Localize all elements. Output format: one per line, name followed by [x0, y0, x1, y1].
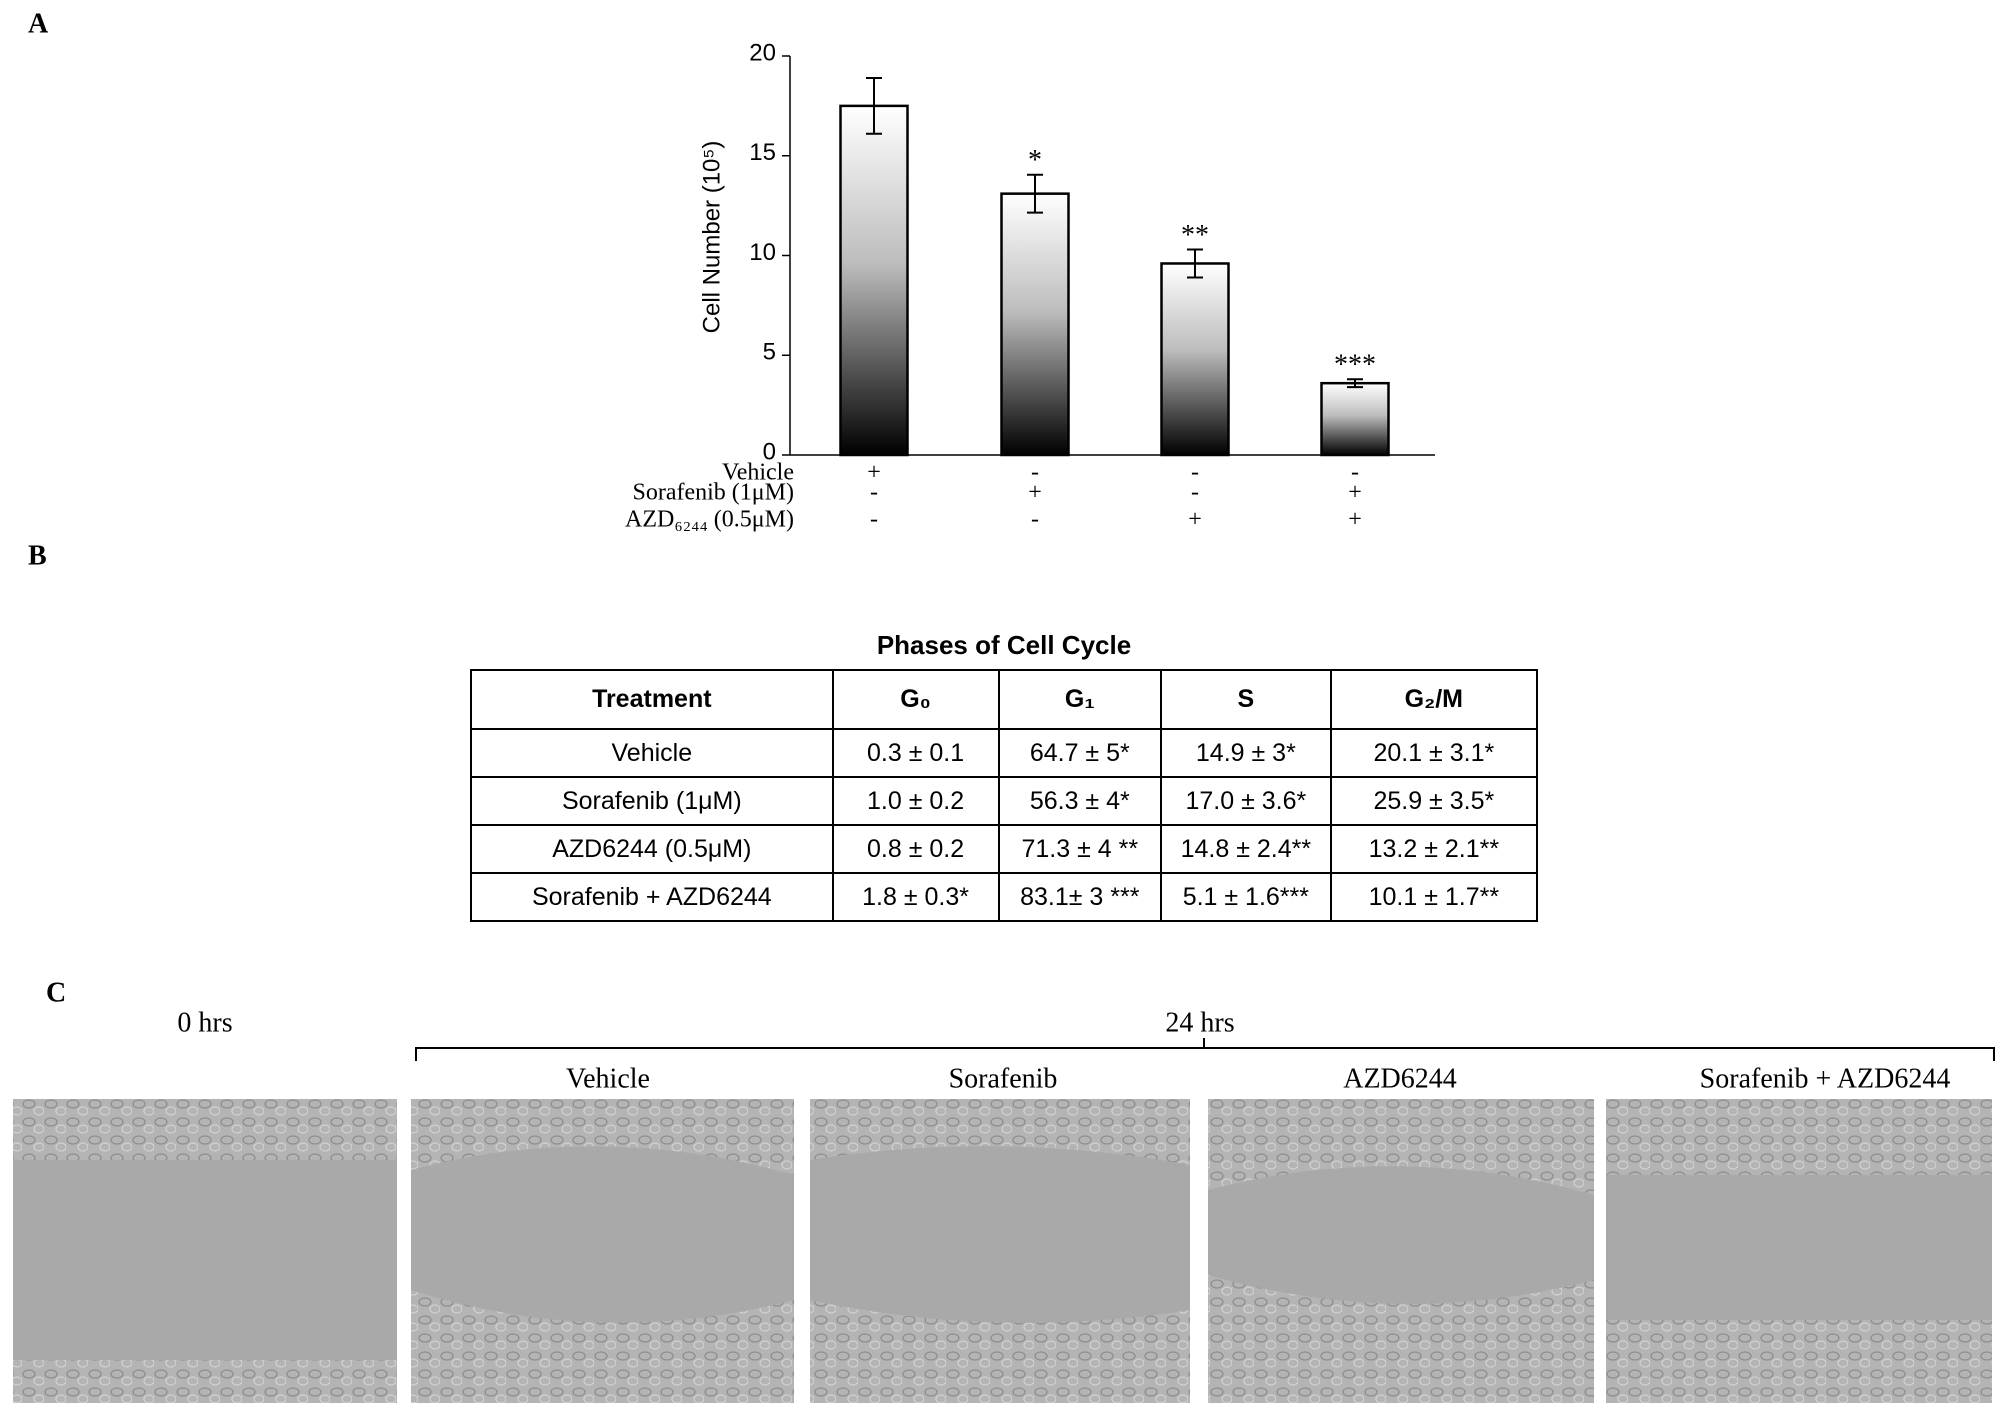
- treatment-sign: -: [1351, 460, 1359, 486]
- table-cell: 83.1± 3 ***: [997, 872, 1163, 922]
- treatment-sign: -: [1031, 507, 1039, 533]
- table-cell: 1.0 ± 0.2: [831, 776, 1000, 826]
- table-cell: 14.8 ± 2.4**: [1160, 824, 1332, 874]
- error-bar: [1027, 173, 1043, 214]
- error-bar: [1347, 378, 1363, 389]
- table-cell: S: [1160, 669, 1332, 730]
- table-row: Sorafenib (1μM) 1.0 ± 0.2 56.3 ± 4* 17.0 ± …: [470, 776, 1539, 826]
- table-row: AZD6244 (0.5μM) 0.8 ± 0.2 71.3 ± 4 ** 14.8 …: [470, 824, 1539, 874]
- panel-letter: A: [28, 8, 49, 39]
- table-cell: G₂/M: [1329, 669, 1539, 730]
- y-axis-label: Cell Number (10⁵): [698, 141, 725, 334]
- table-cell: AZD6244 (0.5μM): [470, 824, 834, 874]
- y-tick-label: 5: [763, 339, 776, 366]
- table-row: Treatment G₀ G₁ S G₂/M: [470, 669, 1539, 730]
- bar: [1320, 381, 1390, 457]
- table-row: Vehicle 0.3 ± 0.1 64.7 ± 5* 14.9 ± 3* 20.1 ±…: [470, 728, 1539, 778]
- treatment-sign: -: [1191, 480, 1199, 506]
- micrograph: [1208, 1099, 1594, 1403]
- cell-cycle-table: Treatment G₀ G₁ S G₂/M Vehicle 0.3 ± 0.1 64.7 ±…: [470, 669, 1539, 922]
- y-tick-label: 10: [749, 239, 776, 266]
- table-cell: Sorafenib (1μM): [470, 776, 834, 826]
- treatment-sign: -: [870, 480, 878, 506]
- table-cell: 71.3 ± 4 **: [997, 824, 1163, 874]
- table-cell: 64.7 ± 5*: [997, 728, 1163, 778]
- table-cell: 5.1 ± 1.6***: [1160, 872, 1332, 922]
- treatment-sign: +: [1348, 507, 1362, 533]
- y-tick-label: 15: [749, 139, 776, 166]
- bar: [1160, 262, 1230, 457]
- table-cell: 0.3 ± 0.1: [831, 728, 1000, 778]
- condition-label: Vehicle: [566, 1063, 650, 1094]
- treatment-label: AZD₆₂₄₄ (0.5μM): [625, 507, 794, 533]
- condition-label: AZD6244: [1343, 1063, 1457, 1094]
- treatment-sign: -: [1191, 460, 1199, 486]
- micrograph: [810, 1099, 1190, 1403]
- treatment-sign: +: [1188, 507, 1202, 533]
- significance: **: [1181, 220, 1209, 251]
- treatment-sign: -: [1031, 460, 1039, 486]
- time-label: 0 hrs: [177, 1007, 232, 1038]
- treatment-sign: -: [870, 507, 878, 533]
- table-cell: 14.9 ± 3*: [1160, 728, 1332, 778]
- table-cell: 25.9 ± 3.5*: [1329, 776, 1539, 826]
- table-cell: 56.3 ± 4*: [997, 776, 1163, 826]
- table-cell: G₀: [831, 669, 1000, 730]
- significance: *: [1028, 145, 1042, 176]
- panel-letter: B: [28, 540, 47, 571]
- condition-label: Sorafenib: [949, 1063, 1058, 1094]
- table-cell: 0.8 ± 0.2: [831, 824, 1000, 874]
- significance: ***: [1334, 350, 1376, 381]
- table-cell: 10.1 ± 1.7**: [1329, 872, 1539, 922]
- table-cell: Vehicle: [470, 728, 834, 778]
- treatment-sign: +: [867, 460, 881, 486]
- treatment-label: Sorafenib (1μM): [633, 480, 795, 506]
- table-title: Phases of Cell Cycle: [877, 630, 1131, 660]
- table-cell: 1.8 ± 0.3*: [831, 872, 1000, 922]
- error-bar: [1187, 248, 1203, 279]
- table-cell: Sorafenib + AZD6244: [470, 872, 834, 922]
- micrographs: [13, 1099, 1992, 1403]
- table-row: Sorafenib + AZD6244 1.8 ± 0.3* 83.1± 3 ***…: [470, 872, 1539, 922]
- table-cell: Treatment: [470, 669, 834, 730]
- micrograph: [1606, 1099, 1992, 1403]
- treatment-label: Vehicle: [722, 460, 794, 486]
- y-tick-label: 0: [763, 438, 776, 465]
- micrograph: [411, 1099, 794, 1403]
- y-tick-label: 20: [749, 39, 776, 66]
- treatment-sign: +: [1348, 480, 1362, 506]
- error-bar: [866, 76, 882, 135]
- bar: [839, 104, 909, 457]
- bar: [1000, 192, 1070, 457]
- table-cell: 20.1 ± 3.1*: [1329, 728, 1539, 778]
- treatment-sign: +: [1028, 480, 1042, 506]
- table-cell: G₁: [997, 669, 1163, 730]
- table-cell: 13.2 ± 2.1**: [1329, 824, 1539, 874]
- table-cell: 17.0 ± 3.6*: [1160, 776, 1332, 826]
- bracket: [415, 1038, 1995, 1061]
- time-label: 24 hrs: [1165, 1007, 1234, 1038]
- condition-label: Sorafenib + AZD6244: [1700, 1063, 1951, 1094]
- micrograph: [13, 1099, 397, 1403]
- panel-letter: C: [46, 977, 66, 1008]
